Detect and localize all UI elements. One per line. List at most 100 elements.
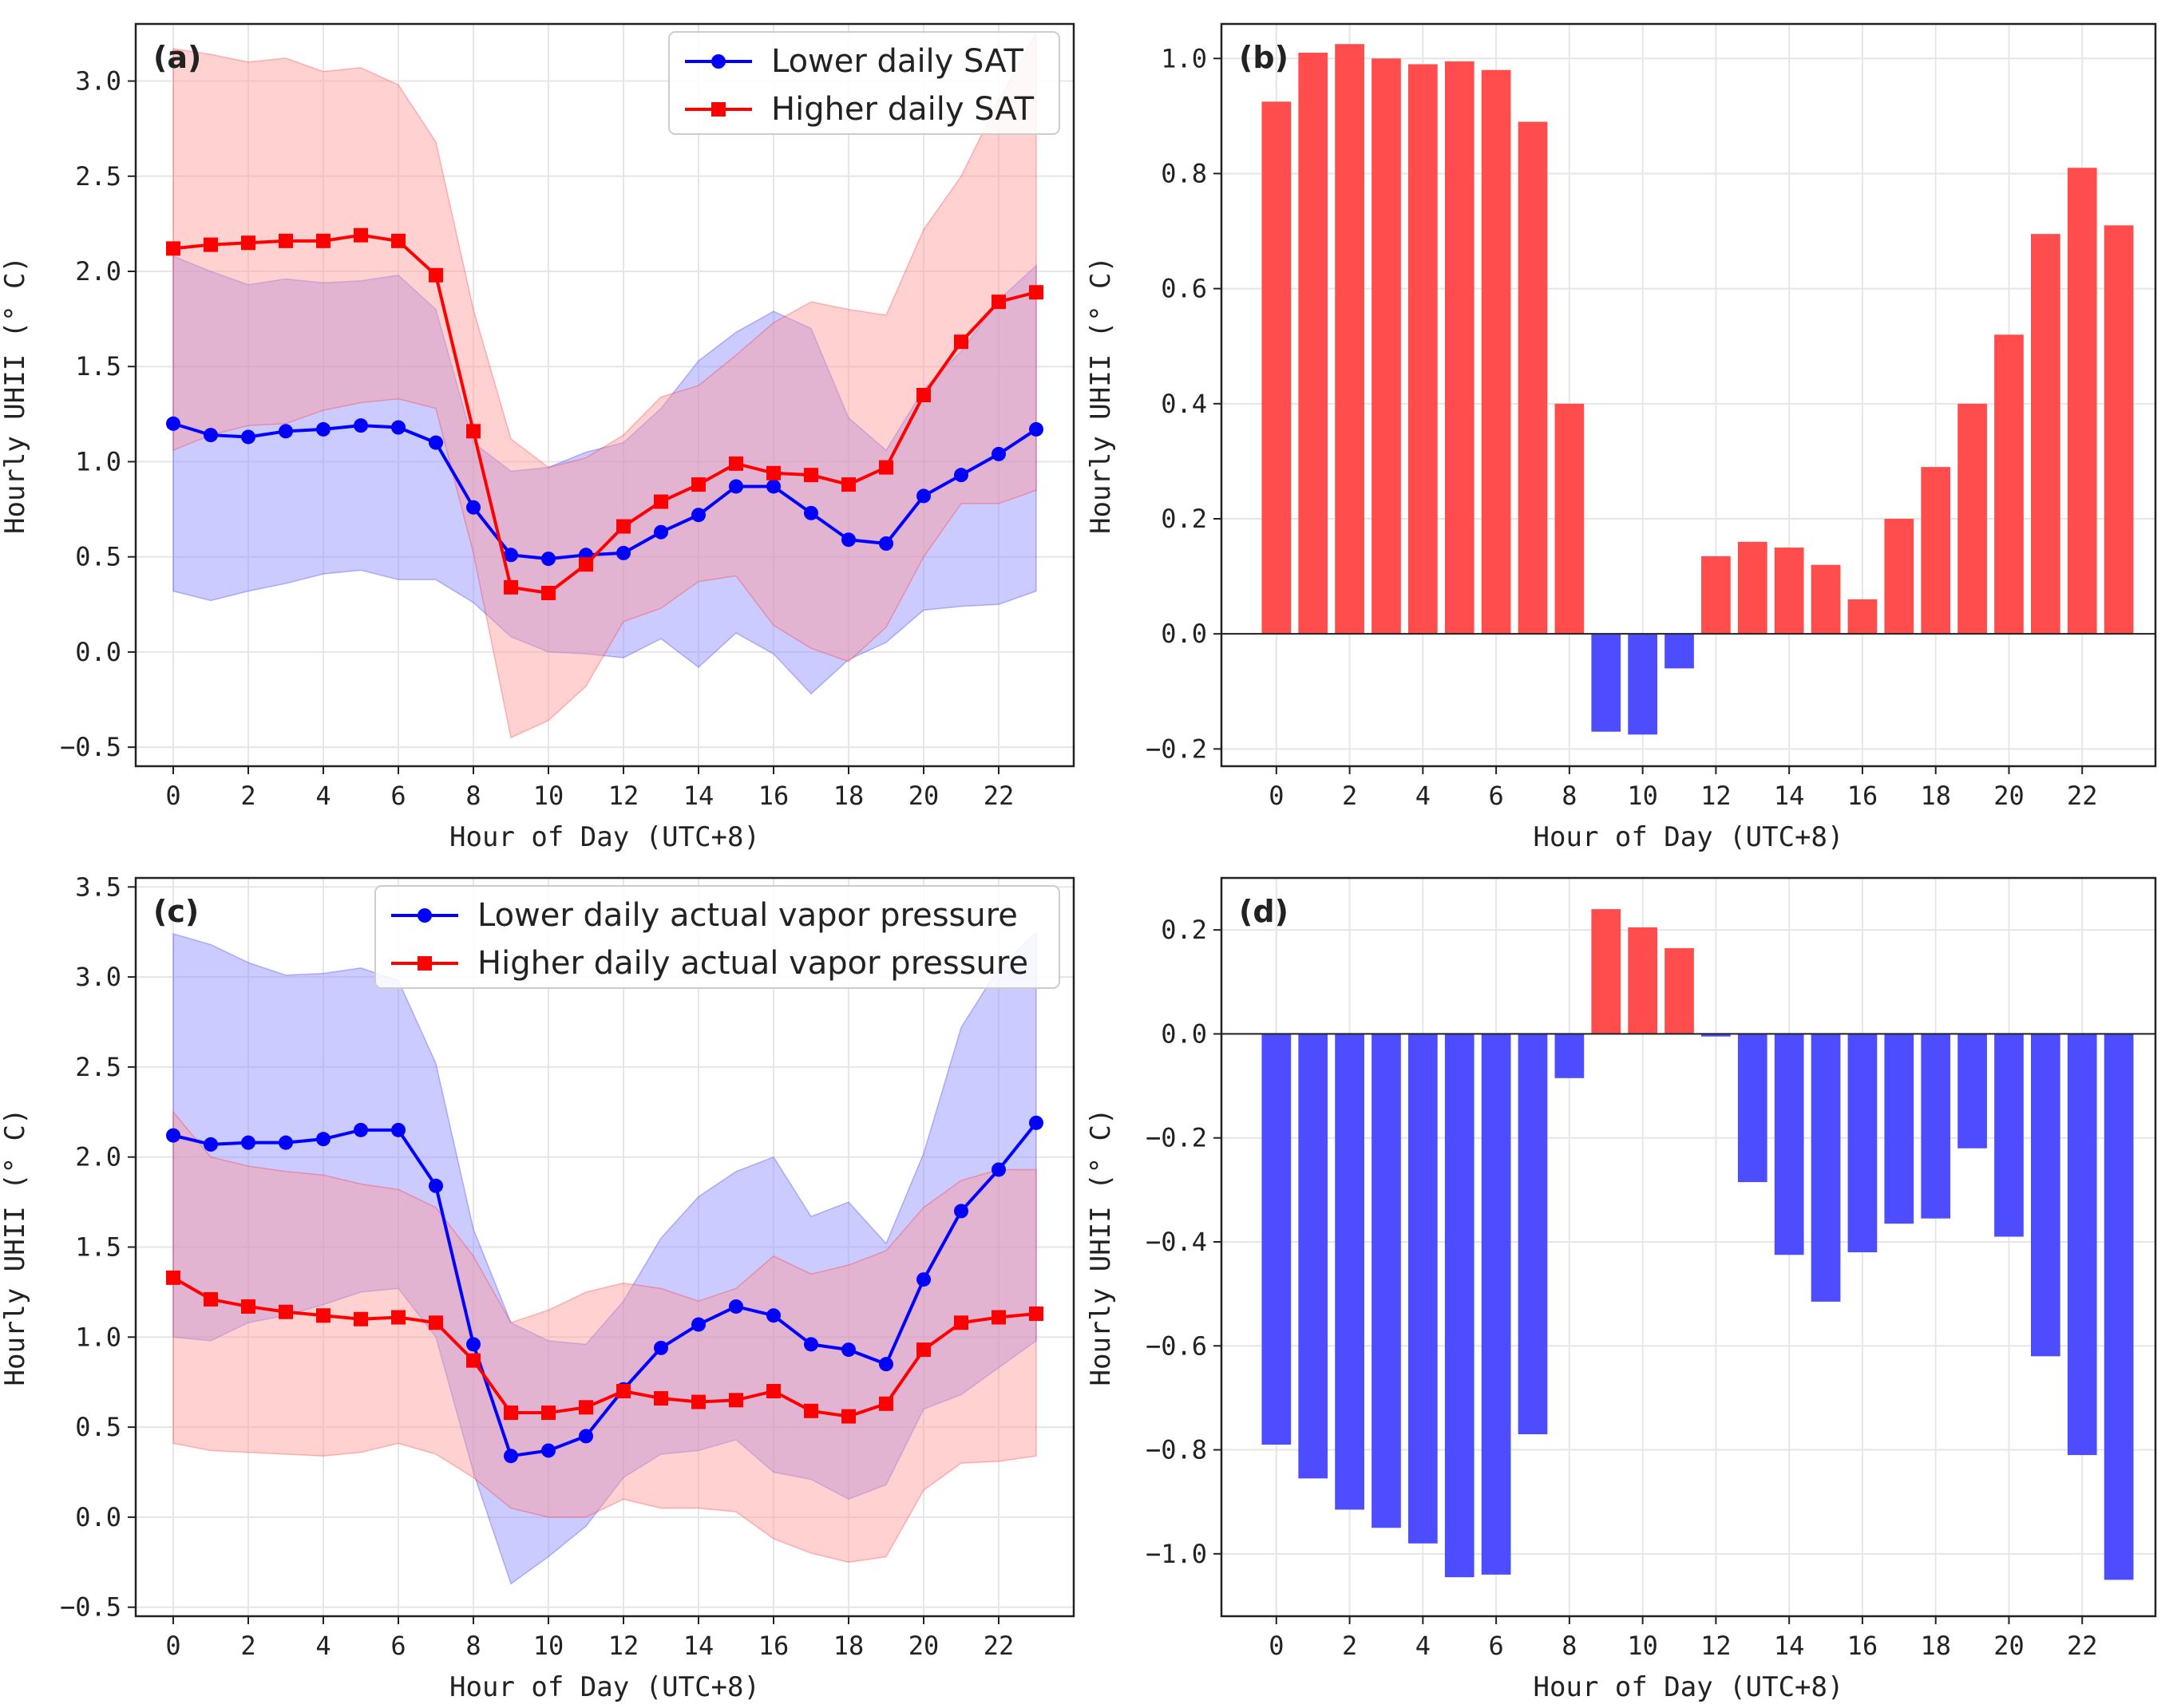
panel-c-point-higher-17 [804, 1403, 818, 1418]
panel-c-point-lower-21 [954, 1204, 968, 1219]
panel-a-xtick-label-14: 14 [683, 781, 714, 811]
panel-c-legend-lower-icon [391, 908, 458, 923]
panel-d-bar-chart: 0 2 4 6 8 10 12 14 16 18 20 22 −1.0 −0.8 −0.6 −0.4 −0.2 0… [1085, 876, 2157, 1703]
panel-a-point-higher-1 [204, 237, 218, 252]
panel-a-legend-box [668, 31, 1060, 135]
panel-d-bar-15 [1811, 1034, 1841, 1302]
panel-b-bar-2 [1335, 44, 1364, 635]
panel-c-legend-higher: Higher daily actual vapor pressure [477, 945, 1028, 982]
panel-a-point-higher-12 [616, 519, 631, 534]
panel-a-point-higher-23 [1029, 285, 1043, 300]
panel-a-point-higher-0 [166, 241, 180, 256]
panel-c-point-lower-5 [354, 1122, 368, 1137]
panel-b-bar-17 [1884, 519, 1914, 635]
panel-c-xtick-label-20: 20 [908, 1631, 940, 1661]
panel-d-label: (d) [1239, 894, 1288, 929]
panel-a-point-lower-17 [804, 505, 818, 520]
panel-a-point-lower-5 [354, 418, 368, 433]
panel-b-xtick-label-16: 16 [1847, 781, 1878, 811]
panel-c-point-higher-0 [166, 1270, 180, 1285]
panel-a-series [166, 227, 1043, 600]
panel-c-ytick-label-8: 3.5 [75, 872, 121, 902]
panel-a-point-lower-19 [879, 536, 893, 551]
panel-a-point-lower-10 [541, 552, 556, 567]
panel-d-bar-19 [1957, 1034, 1987, 1149]
panel-c-point-higher-7 [429, 1315, 443, 1330]
panel-c-point-higher-10 [541, 1406, 556, 1421]
panel-a-point-higher-10 [541, 586, 556, 600]
panel-c-xtick-label-6: 6 [390, 1631, 406, 1661]
panel-a-point-higher-11 [579, 557, 593, 572]
panel-a-ticks: 0 2 4 6 8 10 12 14 16 18 20 22 −0.5 0.0 0.5 1.0 1.5 2.0 2.… [60, 66, 1014, 811]
panel-a-point-lower-23 [1029, 421, 1043, 437]
panel-a-point-lower-15 [729, 479, 743, 494]
panel-a-ytick-label-5: 2.0 [75, 256, 121, 287]
panel-b-bar-20 [1994, 334, 2024, 635]
panel-b-bar-6 [1481, 69, 1511, 635]
panel-c-point-lower-0 [166, 1128, 180, 1143]
panel-a-xlabel: Hour of Day (UTC+8) [449, 821, 760, 853]
panel-c-ylabel: Hourly UHII (° C) [0, 1109, 31, 1386]
panel-a-point-higher-19 [879, 460, 893, 475]
panel-c-xtick-label-12: 12 [608, 1631, 639, 1661]
panel-c-point-higher-16 [766, 1383, 781, 1398]
panel-d-bar-4 [1408, 1034, 1438, 1544]
panel-b-bar-5 [1444, 61, 1474, 635]
panel-a-frame [134, 22, 1075, 768]
panel-a-ylabel: Hourly UHII (° C) [0, 256, 31, 534]
panel-a-point-higher-3 [279, 233, 293, 248]
panel-c-point-lower-16 [766, 1308, 781, 1323]
panel-d-bar-0 [1261, 1034, 1292, 1445]
panel-c-band-lower [172, 930, 1037, 1585]
panel-c-point-higher-11 [579, 1400, 593, 1415]
panel-c-point-higher-22 [992, 1310, 1006, 1325]
panel-c-point-higher-9 [504, 1406, 518, 1421]
panel-b-bar-chart: 0 2 4 6 8 10 12 14 16 18 20 22 −0.2 0.0 0.2 0.4 0.6 0.8 1.… [1085, 22, 2157, 853]
panel-a-point-higher-8 [466, 424, 481, 439]
panel-c-xtick-label-10: 10 [533, 1631, 564, 1661]
panel-b-bar-13 [1737, 541, 1767, 635]
panel-c-point-lower-23 [1029, 1115, 1043, 1130]
panel-b-bar-21 [2031, 234, 2060, 635]
panel-d-xtick-label-12: 12 [1700, 1631, 1732, 1661]
panel-a-point-lower-9 [504, 548, 518, 563]
panel-a-point-higher-17 [804, 468, 818, 483]
panel-a-point-lower-14 [691, 508, 706, 523]
panel-d-xtick-label-14: 14 [1774, 1631, 1805, 1661]
panel-d-ytick-label-5: 0.0 [1161, 1018, 1207, 1049]
panel-d-bar-10 [1628, 927, 1657, 1034]
panel-b-bar-8 [1554, 403, 1585, 635]
panel-d-bar-18 [1921, 1034, 1951, 1219]
panel-b-ytick-label-5: 0.8 [1161, 158, 1207, 188]
panel-d-bar-9 [1591, 909, 1621, 1034]
panel-c-point-lower-7 [429, 1178, 443, 1193]
panel-d-xtick-label-4: 4 [1415, 1631, 1431, 1661]
panel-b-bar-1 [1298, 53, 1328, 635]
panel-d-ylabel: Hourly UHII (° C) [1085, 1109, 1117, 1386]
panel-d-bar-6 [1481, 1034, 1511, 1575]
panel-d-xtick-label-18: 18 [1920, 1631, 1951, 1661]
panel-b-bar-4 [1408, 64, 1438, 635]
panel-c-legend-marker-0 [418, 908, 432, 923]
panel-d-bars [1221, 909, 2155, 1580]
panel-c-point-higher-2 [241, 1299, 255, 1314]
panel-a-xtick-label-22: 22 [984, 781, 1015, 811]
panel-c-xtick-label-8: 8 [465, 1631, 481, 1661]
panel-c-ytick-label-6: 2.5 [75, 1052, 121, 1082]
panel-a-label: (a) [153, 40, 201, 75]
panel-a-ytick-label-0: −0.5 [60, 732, 121, 762]
panel-c-point-higher-4 [316, 1308, 331, 1323]
panel-d-ytick-label-3: −0.4 [1146, 1227, 1207, 1257]
panel-b-bar-22 [2067, 168, 2097, 635]
panel-a-point-higher-13 [654, 494, 668, 509]
panel-a-point-higher-9 [504, 579, 518, 595]
panel-d-bar-3 [1372, 1034, 1401, 1528]
panel-a-point-higher-21 [954, 334, 968, 350]
panel-c-point-higher-21 [954, 1315, 968, 1330]
panel-b-bar-3 [1372, 58, 1401, 635]
panel-c-ytick-label-5: 2.0 [75, 1142, 121, 1172]
panel-c-xtick-label-14: 14 [683, 1631, 714, 1661]
panel-b-bar-10 [1628, 634, 1657, 735]
panel-a-bands [172, 31, 1037, 739]
panel-a-point-lower-1 [204, 428, 218, 443]
